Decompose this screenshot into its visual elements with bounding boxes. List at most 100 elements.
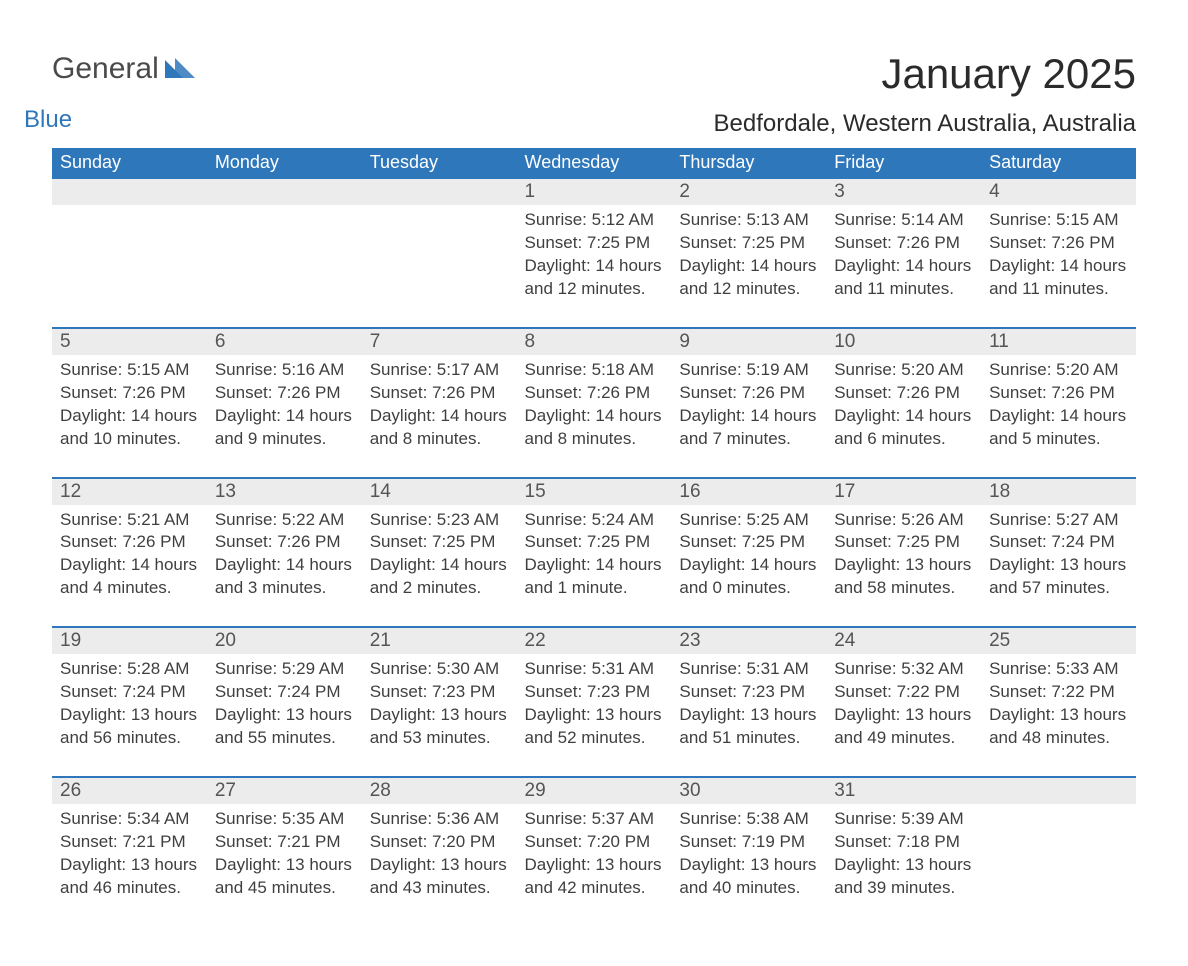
- sunset-text: Sunset: 7:25 PM: [834, 531, 973, 554]
- day-body-cell: Sunrise: 5:26 AMSunset: 7:25 PMDaylight:…: [826, 505, 981, 628]
- logo-triangle-icon: [165, 56, 195, 83]
- sunrise-text: Sunrise: 5:18 AM: [525, 359, 664, 382]
- sunset-text: Sunset: 7:22 PM: [834, 681, 973, 704]
- day-number-cell: 18: [981, 478, 1136, 505]
- day-body-cell: Sunrise: 5:15 AMSunset: 7:26 PMDaylight:…: [981, 205, 1136, 328]
- daylight-text: Daylight: 14 hours and 2 minutes.: [370, 554, 509, 600]
- daylight-text: Daylight: 14 hours and 3 minutes.: [215, 554, 354, 600]
- daylight-text: Daylight: 13 hours and 57 minutes.: [989, 554, 1128, 600]
- day-body-cell: Sunrise: 5:25 AMSunset: 7:25 PMDaylight:…: [671, 505, 826, 628]
- day-body-cell: [207, 205, 362, 328]
- day-number-cell: 31: [826, 777, 981, 804]
- sunset-text: Sunset: 7:26 PM: [989, 382, 1128, 405]
- daylight-text: Daylight: 13 hours and 42 minutes.: [525, 854, 664, 900]
- day-number-cell: 19: [52, 627, 207, 654]
- day-number-cell: 4: [981, 178, 1136, 205]
- sunset-text: Sunset: 7:21 PM: [215, 831, 354, 854]
- day-body-cell: Sunrise: 5:12 AMSunset: 7:25 PMDaylight:…: [517, 205, 672, 328]
- calendar-page: General Blue January 2025 Bedfordale, We…: [0, 0, 1188, 966]
- day-number-row: 262728293031: [52, 777, 1136, 804]
- daylight-text: Daylight: 14 hours and 0 minutes.: [679, 554, 818, 600]
- sunrise-text: Sunrise: 5:17 AM: [370, 359, 509, 382]
- day-number-cell: 25: [981, 627, 1136, 654]
- daylight-text: Daylight: 14 hours and 7 minutes.: [679, 405, 818, 451]
- sunrise-text: Sunrise: 5:31 AM: [525, 658, 664, 681]
- day-body-cell: Sunrise: 5:33 AMSunset: 7:22 PMDaylight:…: [981, 654, 1136, 777]
- day-body-cell: Sunrise: 5:22 AMSunset: 7:26 PMDaylight:…: [207, 505, 362, 628]
- sunrise-text: Sunrise: 5:25 AM: [679, 509, 818, 532]
- sunrise-text: Sunrise: 5:32 AM: [834, 658, 973, 681]
- sunset-text: Sunset: 7:24 PM: [60, 681, 199, 704]
- sunrise-text: Sunrise: 5:26 AM: [834, 509, 973, 532]
- day-body-cell: Sunrise: 5:34 AMSunset: 7:21 PMDaylight:…: [52, 804, 207, 926]
- daylight-text: Daylight: 13 hours and 43 minutes.: [370, 854, 509, 900]
- sunrise-text: Sunrise: 5:30 AM: [370, 658, 509, 681]
- sunset-text: Sunset: 7:20 PM: [525, 831, 664, 854]
- daylight-text: Daylight: 13 hours and 56 minutes.: [60, 704, 199, 750]
- weekday-header: Wednesday: [517, 148, 672, 178]
- day-body-cell: [981, 804, 1136, 926]
- day-body-cell: Sunrise: 5:19 AMSunset: 7:26 PMDaylight:…: [671, 355, 826, 478]
- day-number-cell: 28: [362, 777, 517, 804]
- sunset-text: Sunset: 7:23 PM: [525, 681, 664, 704]
- sunset-text: Sunset: 7:26 PM: [834, 232, 973, 255]
- sunset-text: Sunset: 7:20 PM: [370, 831, 509, 854]
- day-number-cell: 9: [671, 328, 826, 355]
- sunset-text: Sunset: 7:26 PM: [60, 531, 199, 554]
- day-body-row: Sunrise: 5:34 AMSunset: 7:21 PMDaylight:…: [52, 804, 1136, 926]
- daylight-text: Daylight: 14 hours and 11 minutes.: [834, 255, 973, 301]
- sunrise-text: Sunrise: 5:21 AM: [60, 509, 199, 532]
- day-number-row: 1234: [52, 178, 1136, 205]
- sunset-text: Sunset: 7:26 PM: [989, 232, 1128, 255]
- day-number-cell: 7: [362, 328, 517, 355]
- day-body-cell: Sunrise: 5:21 AMSunset: 7:26 PMDaylight:…: [52, 505, 207, 628]
- day-body-cell: Sunrise: 5:28 AMSunset: 7:24 PMDaylight:…: [52, 654, 207, 777]
- daylight-text: Daylight: 13 hours and 46 minutes.: [60, 854, 199, 900]
- daylight-text: Daylight: 13 hours and 52 minutes.: [525, 704, 664, 750]
- weekday-header: Monday: [207, 148, 362, 178]
- weekday-header: Saturday: [981, 148, 1136, 178]
- daylight-text: Daylight: 14 hours and 1 minute.: [525, 554, 664, 600]
- sunrise-text: Sunrise: 5:29 AM: [215, 658, 354, 681]
- day-number-cell: 22: [517, 627, 672, 654]
- sunset-text: Sunset: 7:23 PM: [679, 681, 818, 704]
- sunset-text: Sunset: 7:26 PM: [679, 382, 818, 405]
- daylight-text: Daylight: 13 hours and 55 minutes.: [215, 704, 354, 750]
- day-body-cell: Sunrise: 5:31 AMSunset: 7:23 PMDaylight:…: [671, 654, 826, 777]
- day-body-cell: Sunrise: 5:39 AMSunset: 7:18 PMDaylight:…: [826, 804, 981, 926]
- day-number-cell: 11: [981, 328, 1136, 355]
- sunrise-text: Sunrise: 5:35 AM: [215, 808, 354, 831]
- day-number-row: 567891011: [52, 328, 1136, 355]
- day-body-cell: Sunrise: 5:23 AMSunset: 7:25 PMDaylight:…: [362, 505, 517, 628]
- daylight-text: Daylight: 13 hours and 53 minutes.: [370, 704, 509, 750]
- sunrise-text: Sunrise: 5:31 AM: [679, 658, 818, 681]
- daylight-text: Daylight: 13 hours and 58 minutes.: [834, 554, 973, 600]
- day-number-cell: [207, 178, 362, 205]
- sunset-text: Sunset: 7:26 PM: [525, 382, 664, 405]
- month-title: January 2025: [714, 50, 1136, 98]
- sunset-text: Sunset: 7:18 PM: [834, 831, 973, 854]
- location: Bedfordale, Western Australia, Australia: [714, 110, 1136, 138]
- daylight-text: Daylight: 13 hours and 51 minutes.: [679, 704, 818, 750]
- sunset-text: Sunset: 7:24 PM: [215, 681, 354, 704]
- sunrise-text: Sunrise: 5:19 AM: [679, 359, 818, 382]
- sunset-text: Sunset: 7:26 PM: [215, 531, 354, 554]
- daylight-text: Daylight: 14 hours and 9 minutes.: [215, 405, 354, 451]
- daylight-text: Daylight: 14 hours and 8 minutes.: [525, 405, 664, 451]
- day-body-cell: Sunrise: 5:18 AMSunset: 7:26 PMDaylight:…: [517, 355, 672, 478]
- sunrise-text: Sunrise: 5:33 AM: [989, 658, 1128, 681]
- title-block: January 2025 Bedfordale, Western Austral…: [714, 50, 1136, 148]
- header-row: General Blue January 2025 Bedfordale, We…: [52, 50, 1136, 148]
- day-number-cell: 13: [207, 478, 362, 505]
- day-body-cell: Sunrise: 5:30 AMSunset: 7:23 PMDaylight:…: [362, 654, 517, 777]
- day-body-row: Sunrise: 5:21 AMSunset: 7:26 PMDaylight:…: [52, 505, 1136, 628]
- logo-word2: Blue: [24, 106, 167, 134]
- sunrise-text: Sunrise: 5:28 AM: [60, 658, 199, 681]
- day-body-cell: Sunrise: 5:13 AMSunset: 7:25 PMDaylight:…: [671, 205, 826, 328]
- daylight-text: Daylight: 13 hours and 48 minutes.: [989, 704, 1128, 750]
- daylight-text: Daylight: 13 hours and 45 minutes.: [215, 854, 354, 900]
- day-body-cell: Sunrise: 5:27 AMSunset: 7:24 PMDaylight:…: [981, 505, 1136, 628]
- sunrise-text: Sunrise: 5:24 AM: [525, 509, 664, 532]
- sunrise-text: Sunrise: 5:34 AM: [60, 808, 199, 831]
- day-body-cell: Sunrise: 5:20 AMSunset: 7:26 PMDaylight:…: [981, 355, 1136, 478]
